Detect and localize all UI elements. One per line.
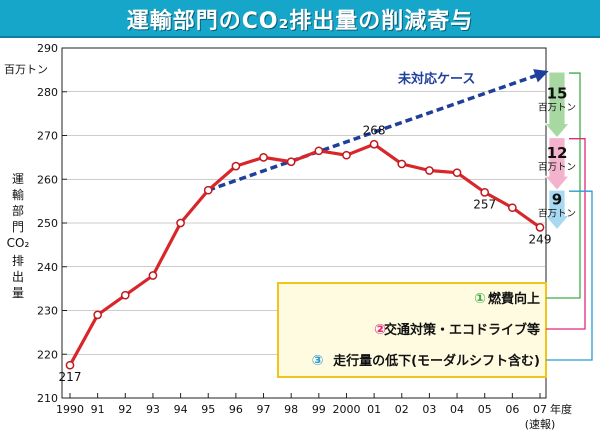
data-point	[231, 161, 241, 171]
reduction-amount-r3: 9	[552, 191, 562, 209]
x-tick-label: 07	[533, 403, 547, 416]
data-point	[535, 223, 545, 232]
x-axis-unit: 年度	[550, 402, 572, 416]
data-point	[148, 271, 158, 280]
data-point	[425, 166, 434, 175]
reduction-unit-r3: 百万トン	[538, 209, 576, 220]
data-point	[369, 139, 379, 149]
x-tick-label: 93	[146, 403, 160, 416]
x-tick-label: 91	[91, 403, 105, 416]
legend-label-r2: 交通対策・エコドライブ等	[384, 322, 540, 338]
y-unit-label: 百万トン	[4, 63, 48, 76]
data-point	[259, 153, 268, 162]
data-point	[342, 150, 351, 160]
x-tick-label: 92	[118, 403, 132, 416]
data-point	[314, 146, 324, 156]
data-point	[397, 159, 407, 169]
x-tick-label: 97	[257, 403, 271, 416]
y-tick-label: 250	[37, 217, 58, 230]
y-axis-title-char: 量	[12, 286, 24, 300]
data-point	[452, 168, 462, 178]
legend-label-r1: 燃費向上	[488, 291, 540, 307]
legend-marker-r2: ②	[374, 322, 386, 338]
data-label: 249	[529, 232, 552, 246]
chart-title: 運輸部門のCO₂排出量の削減寄与	[126, 9, 474, 34]
y-tick-label: 270	[37, 130, 58, 143]
data-point	[176, 218, 185, 228]
y-tick-label: 260	[37, 173, 58, 186]
x-tick-label: 06	[505, 403, 519, 416]
data-point	[93, 310, 102, 320]
y-tick-label: 290	[37, 42, 58, 55]
reduction-arrow-r1	[544, 71, 570, 139]
bau-label: 未対応ケース	[397, 71, 475, 87]
data-point	[120, 290, 130, 300]
x-tick-label: 05	[478, 403, 492, 416]
x-tick-label: 1990	[56, 403, 84, 416]
y-axis-title-char: 部	[12, 203, 24, 218]
y-axis-title-char: 排	[12, 254, 24, 268]
y-tick-label: 230	[37, 305, 58, 318]
x-tick-label: 01	[367, 403, 381, 416]
y-tick-label: 220	[37, 348, 58, 361]
connector-line-r2	[546, 138, 586, 330]
y-axis-title-char: 出	[12, 270, 24, 284]
reduction-amount-r1: 15	[547, 84, 568, 102]
x-tick-label: 98	[284, 403, 298, 416]
legend-marker-r3: ③	[312, 353, 324, 369]
x-tick-label: 99	[312, 403, 326, 416]
reduction-arrow-r2	[544, 137, 570, 191]
bau-dashed-line	[207, 69, 549, 192]
x-tick-label: 04	[450, 403, 464, 416]
y-tick-label: 240	[37, 261, 58, 274]
emissions-line	[68, 142, 541, 366]
y-axis-title-char: 門	[12, 220, 24, 234]
y-axis-title-char: CO₂	[7, 236, 30, 250]
x-tick-label: 2000	[332, 403, 360, 416]
y-axis-title-char: 輸	[12, 187, 24, 202]
legend-label-r3: 走行量の低下(モーダルシフト含む)	[333, 353, 540, 369]
title-bar: 運輸部門のCO₂排出量の削減寄与	[0, 0, 600, 38]
x-tick-label: 02	[395, 403, 409, 416]
data-point	[203, 185, 213, 195]
legend-marker-r1: ①	[474, 291, 486, 307]
x-axis-note: (速報)	[525, 418, 556, 431]
reduction-unit-r2: 百万トン	[538, 162, 576, 173]
data-point	[480, 188, 490, 197]
y-tick-label: 280	[37, 86, 58, 99]
data-point	[65, 360, 75, 370]
x-tick-label: 03	[422, 403, 436, 416]
reduction-amount-r2: 12	[547, 144, 568, 162]
data-label: 217	[59, 370, 82, 384]
x-tick-label: 95	[201, 403, 215, 416]
reduction-unit-r1: 百万トン	[538, 102, 576, 113]
y-axis-title-char: 運	[12, 172, 24, 186]
data-point	[286, 157, 296, 167]
x-tick-label: 96	[229, 403, 243, 416]
connector-line-r1	[546, 72, 581, 299]
legend-box	[277, 282, 547, 378]
reduction-arrow-r3	[544, 189, 570, 231]
y-tick-label: 210	[37, 392, 58, 405]
data-label: 268	[363, 123, 386, 137]
data-point	[508, 203, 517, 213]
data-label: 257	[473, 197, 496, 211]
connector-line-r3	[546, 190, 593, 361]
x-tick-label: 94	[174, 403, 188, 416]
